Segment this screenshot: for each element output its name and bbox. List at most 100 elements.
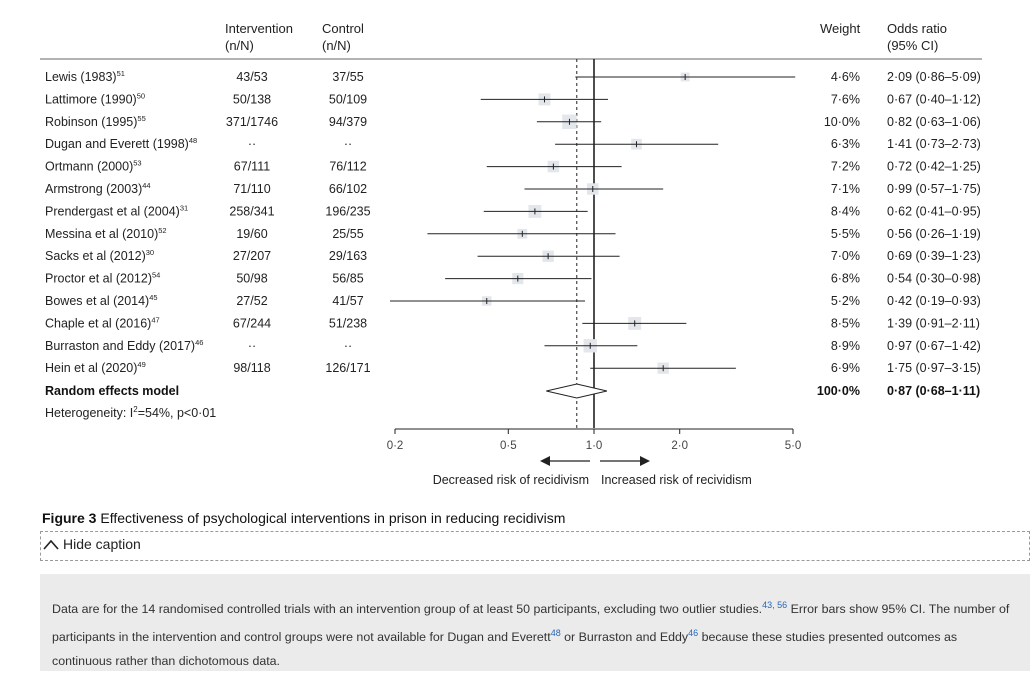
control-cell: 56/85 (332, 272, 363, 286)
odds-ratio-cell: 0·67 (0·40–1·12) (887, 92, 981, 106)
odds-ratio-cell: 0·42 (0·19–0·93) (887, 294, 981, 308)
forest-plot: Lewis (1983)51 43/53 37/55 4·6% 2·09 (0·86–5… (40, 58, 982, 487)
figure-caption-title: Figure 3 Effectiveness of psychological … (42, 510, 565, 526)
odds-ratio-cell: 0·62 (0·41–0·95) (887, 204, 981, 218)
study-ref[interactable]: 46 (195, 338, 203, 347)
study-name: Lewis (1983)51 (45, 69, 125, 84)
study-name: Chaple et al (2016)47 (45, 315, 160, 330)
pooled-diamond (546, 383, 608, 399)
odds-ratio-cell: 0·99 (0·57–1·75) (887, 182, 981, 196)
ref-link[interactable]: 46 (688, 628, 699, 639)
intervention-cell: 67/244 (233, 316, 271, 330)
control-cell: 37/55 (332, 70, 363, 84)
hide-caption-button[interactable]: Hide caption (43, 536, 141, 552)
hide-caption-label: Hide caption (63, 536, 141, 552)
odds-ratio-cell: 1·75 (0·97–3·15) (887, 361, 981, 375)
control-cell: 29/163 (329, 249, 367, 263)
ref-link[interactable]: 48 (550, 628, 561, 639)
study-name: Burraston and Eddy (2017)46 (45, 338, 203, 353)
control-cell: ·· (344, 137, 352, 151)
intervention-cell: 98/118 (233, 361, 270, 375)
intervention-header: Intervention (n/N) (225, 21, 293, 53)
study-name: Messina et al (2010)52 (45, 226, 167, 241)
odds-ratio-cell: 0·54 (0·30–0·98) (887, 272, 981, 286)
control-cell: 126/171 (325, 361, 370, 375)
study-name: Dugan and Everett (1998)48 (45, 136, 197, 151)
odds-ratio-cell: 0·69 (0·39–1·23) (887, 249, 981, 263)
control-cell: 51/238 (329, 316, 367, 330)
weight-cell: 6·8% (831, 272, 860, 286)
study-name: Sacks et al (2012)30 (45, 248, 154, 263)
study-ref[interactable]: 53 (133, 159, 141, 168)
study-ref[interactable]: 45 (149, 293, 157, 302)
control-cell: 66/102 (329, 182, 367, 196)
odds-ratio-cell: 2·09 (0·86–5·09) (887, 70, 981, 84)
intervention-cell: 43/53 (236, 70, 267, 84)
intervention-cell: 258/341 (229, 204, 274, 218)
control-cell: 41/57 (332, 294, 363, 308)
study-name: Hein et al (2020)49 (45, 360, 146, 375)
x-tick-label: 2·0 (671, 440, 688, 452)
intervention-cell: 27/52 (236, 294, 267, 308)
control-cell: 50/109 (329, 92, 367, 106)
study-name: Proctor et al (2012)54 (45, 271, 160, 286)
pooled-name: Random effects model (45, 384, 179, 398)
ref-link[interactable]: 43 (762, 600, 773, 610)
figure-label: Figure 3 (42, 510, 97, 526)
odds-ratio-cell: 0·82 (0·63–1·06) (887, 115, 981, 129)
odds-ratio-cell: 1·41 (0·73–2·73) (887, 137, 981, 151)
left-arrow-head (540, 456, 550, 466)
control-cell: 196/235 (325, 204, 370, 218)
study-ref[interactable]: 54 (152, 271, 160, 280)
weight-cell: 5·2% (831, 294, 860, 308)
control-header: Control (n/N) (322, 21, 364, 53)
intervention-cell: ·· (248, 137, 256, 151)
odds-ratio-cell: 0·72 (0·42–1·25) (887, 160, 981, 174)
intervention-cell: 19/60 (236, 227, 267, 241)
control-cell: 94/379 (329, 115, 367, 129)
heterogeneity-note: Heterogeneity: I2=54%, p<0·01 (45, 405, 216, 420)
weight-cell: 8·9% (831, 339, 860, 353)
study-name: Lattimore (1990)50 (45, 91, 145, 106)
odds-ratio-cell: 1·39 (0·91–2·11) (887, 316, 980, 330)
decreased-risk-label: Decreased risk of recidivism (433, 473, 589, 487)
study-ref[interactable]: 30 (146, 248, 154, 257)
weight-cell: 4·6% (831, 70, 860, 84)
study-ref[interactable]: 55 (137, 114, 145, 123)
study-ref[interactable]: 49 (137, 360, 145, 369)
intervention-cell: 27/207 (233, 249, 271, 263)
x-tick-label: 0·2 (387, 440, 404, 452)
intervention-cell: 50/98 (236, 272, 267, 286)
study-ref[interactable]: 50 (137, 91, 145, 100)
study-ref[interactable]: 47 (151, 315, 159, 324)
odds-ratio-cell: 0·56 (0·26–1·19) (887, 227, 981, 241)
intervention-cell: 71/110 (233, 182, 270, 196)
study-ref[interactable]: 51 (117, 69, 125, 78)
increased-risk-label: Increased risk of recividism (601, 473, 752, 487)
weight-cell: 8·4% (831, 204, 860, 218)
odds-ratio-cell: 0·97 (0·67–1·42) (887, 339, 981, 353)
control-cell: ·· (344, 339, 352, 353)
figure-title: Effectiveness of psychological intervent… (100, 510, 566, 526)
ref-link[interactable]: 56 (777, 600, 788, 610)
weight-cell: 6·9% (831, 361, 860, 375)
odds-ratio-header: Odds ratio (95% CI) (887, 21, 947, 53)
intervention-cell: 67/111 (234, 160, 270, 174)
weight-cell: 10·0% (824, 115, 860, 129)
x-tick-label: 0·5 (500, 440, 517, 452)
study-ref[interactable]: 48 (189, 136, 197, 145)
study-ref[interactable]: 52 (158, 226, 166, 235)
weight-cell: 7·2% (831, 160, 860, 174)
right-arrow-head (640, 456, 650, 466)
chevron-up-icon (43, 540, 59, 550)
study-name: Bowes et al (2014)45 (45, 293, 158, 308)
x-tick-label: 1·0 (586, 440, 603, 452)
weight-cell: 5·5% (831, 227, 860, 241)
study-ref[interactable]: 44 (142, 181, 150, 190)
intervention-cell: 50/138 (233, 92, 271, 106)
study-name: Prendergast et al (2004)31 (45, 203, 188, 218)
weight-cell: 7·1% (831, 182, 860, 196)
x-tick-label: 5·0 (785, 440, 802, 452)
study-name: Ortmann (2000)53 (45, 159, 142, 174)
study-ref[interactable]: 31 (180, 203, 188, 212)
